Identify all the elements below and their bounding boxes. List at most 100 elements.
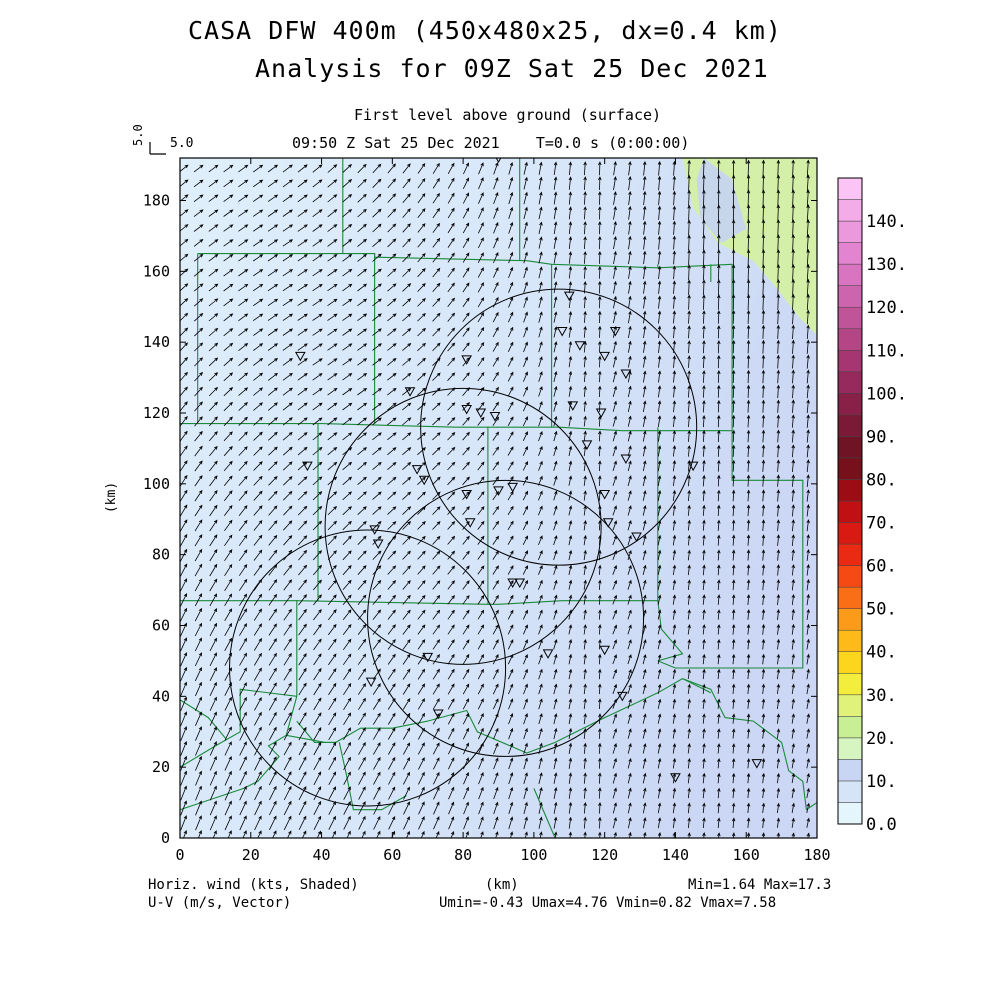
y-tick-label: 100 <box>143 475 170 493</box>
station-marker <box>369 525 380 535</box>
wind-vector <box>387 432 397 441</box>
wind-vector <box>492 401 499 412</box>
wind-vector <box>523 624 528 635</box>
wind-vector <box>657 295 662 309</box>
wind-vector <box>209 607 218 622</box>
wind-vector <box>568 355 573 368</box>
wind-vector <box>702 370 706 383</box>
wind-vector <box>372 624 382 635</box>
wind-vector <box>313 667 322 681</box>
wind-vector <box>657 654 662 665</box>
wind-vector <box>583 668 587 680</box>
wind-vector <box>327 476 338 486</box>
wind-vector <box>403 742 411 755</box>
wind-vector <box>478 162 484 175</box>
wind-vector <box>538 490 543 501</box>
wind-vector <box>791 429 795 443</box>
wind-vector <box>657 564 662 576</box>
wind-vector <box>538 221 543 234</box>
wind-vector <box>717 384 721 398</box>
wind-vector <box>731 324 736 339</box>
wind-vector <box>776 623 781 635</box>
wind-vector <box>598 638 602 650</box>
wind-vector <box>583 772 587 784</box>
wind-vector <box>806 638 810 650</box>
wind-vector <box>253 593 263 606</box>
wind-vector <box>583 161 587 176</box>
wind-vector <box>180 578 187 592</box>
colorbar-swatch <box>837 371 863 394</box>
radar-range-ring-4 <box>229 529 507 807</box>
wind-vector <box>239 770 247 786</box>
wind-vector <box>268 417 278 426</box>
wind-vector <box>358 697 366 710</box>
wind-vector <box>553 191 558 205</box>
wind-vector <box>746 504 751 517</box>
station-marker <box>620 454 632 465</box>
wind-vector <box>180 268 189 277</box>
wind-vector <box>672 504 677 516</box>
wind-vector <box>672 310 677 324</box>
wind-vector <box>612 415 617 427</box>
station-marker <box>372 539 384 550</box>
wind-vector <box>776 354 781 369</box>
wind-vector <box>342 402 353 411</box>
wind-vector <box>342 565 352 576</box>
wind-vector <box>447 506 456 515</box>
wind-vector <box>417 742 425 755</box>
wind-vector <box>297 432 308 441</box>
wind-vector <box>717 534 721 546</box>
wind-vector <box>372 712 381 725</box>
wind-vector <box>493 757 499 770</box>
wind-vector <box>372 697 381 710</box>
wind-vector <box>568 325 573 338</box>
wind-vector <box>687 564 691 576</box>
wind-vector <box>268 638 277 651</box>
wind-vector <box>657 639 662 650</box>
wind-vector <box>272 830 277 838</box>
wind-vector <box>523 713 528 725</box>
wind-vector <box>538 386 543 397</box>
wind-vector <box>372 550 382 560</box>
wind-vector <box>687 204 691 221</box>
wind-vector <box>761 354 766 369</box>
wind-vector <box>553 281 558 294</box>
wind-vector <box>523 772 528 785</box>
wind-vector <box>478 786 484 800</box>
wind-vector <box>583 549 587 561</box>
wind-vector <box>342 417 353 426</box>
wind-vector <box>702 174 706 192</box>
wind-vector <box>462 312 470 322</box>
wind-vector <box>224 578 233 592</box>
wind-vector <box>717 728 721 739</box>
wind-vector <box>598 370 602 383</box>
wind-vector <box>657 713 662 724</box>
station-marker <box>567 401 579 411</box>
wind-vector <box>568 549 573 561</box>
wind-vector <box>731 728 736 739</box>
wind-vector <box>447 609 455 620</box>
wind-vector <box>180 327 189 337</box>
wind-vector <box>223 283 234 292</box>
wind-vector <box>523 311 528 323</box>
wind-vector <box>717 279 721 296</box>
wind-vector <box>657 370 662 383</box>
wind-vector <box>702 668 706 680</box>
wind-vector <box>357 178 367 188</box>
wind-vector <box>492 326 499 338</box>
wind-vector <box>642 520 647 531</box>
wind-vector <box>746 802 751 814</box>
wind-vector <box>702 325 706 339</box>
wind-vector <box>746 772 751 784</box>
wind-vector <box>731 489 736 502</box>
wind-vector <box>417 283 426 292</box>
wind-vector <box>194 563 203 577</box>
wind-vector <box>672 205 677 221</box>
wind-vector <box>493 801 499 815</box>
wind-vector <box>613 280 617 294</box>
wind-vector <box>598 609 602 620</box>
wind-vector <box>477 624 485 635</box>
wind-vector <box>761 399 766 413</box>
wind-vector <box>523 801 528 815</box>
wind-vector <box>298 594 307 606</box>
